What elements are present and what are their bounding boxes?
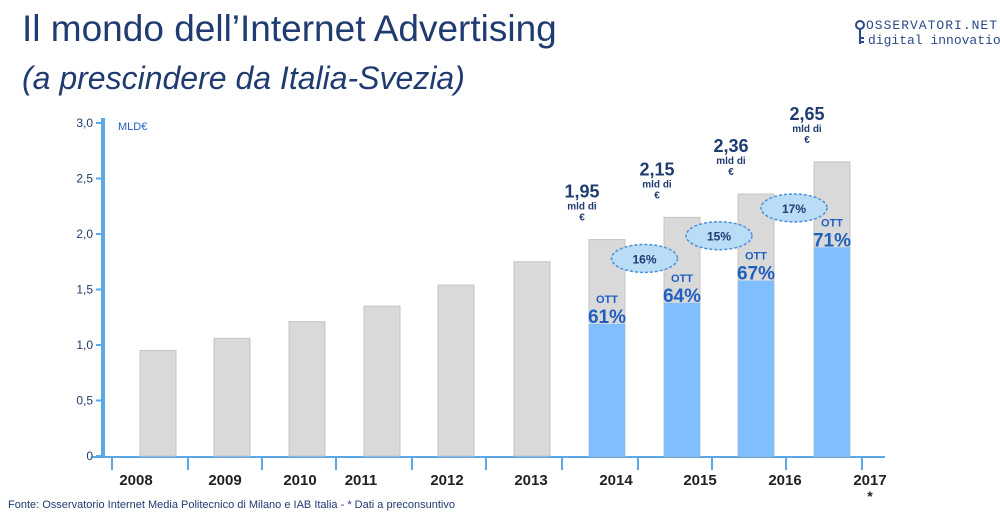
x-tick-label: 2013 [514, 472, 547, 489]
y-tick-label: 3,0 [76, 116, 93, 130]
growth-label: 16% [632, 252, 656, 266]
bar-total [437, 284, 475, 457]
x-tick-label: 2016 [768, 472, 801, 489]
y-tick-label: 0,5 [76, 394, 93, 408]
key-icon [855, 20, 865, 44]
bar-total [513, 261, 551, 457]
bar-ott [738, 280, 774, 456]
ott-label: OTT [745, 251, 767, 263]
x-tick-label: 2009 [208, 472, 241, 489]
total-unit-label: mld di [716, 156, 746, 167]
y-tick-label: 1,5 [76, 283, 93, 297]
total-value-label: 2,65 [789, 104, 824, 124]
total-value-label: 1,95 [564, 182, 599, 202]
growth-label: 17% [782, 202, 806, 216]
total-value-label: 2,36 [713, 136, 748, 156]
total-unit-label: mld di [642, 179, 672, 190]
ott-label: OTT [596, 294, 618, 306]
bar-total [213, 337, 251, 457]
ott-label: OTT [671, 273, 693, 285]
total-unit-symbol: € [654, 190, 660, 201]
unit-label: MLD€ [118, 121, 147, 133]
growth-bubble [685, 220, 753, 251]
logo-tagline: digital innovation [868, 33, 1000, 48]
y-tick-label: 0 [86, 449, 93, 463]
bar-total [139, 350, 177, 457]
source-note: Fonte: Osservatorio Internet Media Polit… [8, 499, 455, 511]
ott-share-label: 64% [663, 286, 701, 307]
page-subtitle: (a prescindere da Italia-Svezia) [22, 60, 465, 96]
bar-ott [664, 302, 700, 456]
bar-ott [814, 247, 850, 456]
x-tick-note: * [867, 488, 873, 504]
growth-bubble [610, 243, 679, 274]
x-tick-label: 2017 [853, 472, 886, 489]
bar-total [363, 305, 401, 457]
growth-bubble [760, 193, 828, 223]
bar-ott [589, 323, 625, 456]
ott-label: OTT [821, 217, 843, 229]
x-tick-label: 2015 [683, 472, 716, 489]
total-unit-symbol: € [728, 167, 734, 178]
total-unit-symbol: € [579, 213, 585, 224]
y-tick-label: 1,0 [76, 338, 93, 352]
total-unit-label: mld di [567, 202, 597, 213]
x-tick-label: 2010 [283, 472, 316, 489]
ott-share-label: 61% [588, 307, 626, 328]
growth-label: 15% [707, 230, 731, 244]
y-tick-label: 2,0 [76, 227, 93, 241]
bar-total [288, 321, 326, 457]
x-tick-label: 2012 [430, 472, 463, 489]
osservatori-logo: OSSERVATORI.NET digital innovation [852, 18, 1000, 58]
x-tick-label: 2014 [599, 472, 633, 489]
page-title: Il mondo dell’Internet Advertising [22, 8, 557, 49]
y-tick-label: 2,5 [76, 172, 93, 186]
x-tick-label: 2011 [345, 472, 378, 489]
total-unit-symbol: € [804, 135, 810, 146]
ott-share-label: 71% [813, 230, 851, 251]
total-unit-label: mld di [792, 124, 822, 135]
ott-share-label: 67% [737, 264, 775, 285]
logo-name: OSSERVATORI.NET [866, 18, 999, 33]
total-value-label: 2,15 [639, 159, 674, 179]
x-tick-label: 2008 [119, 472, 152, 489]
